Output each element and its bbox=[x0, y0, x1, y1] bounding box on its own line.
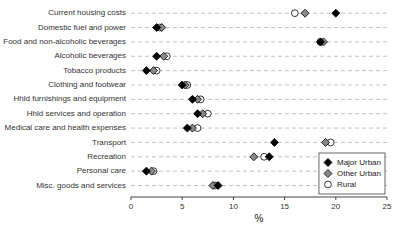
category-label: Misc. goods and services bbox=[36, 181, 126, 190]
point bbox=[332, 9, 340, 17]
legend-label: Other Urban bbox=[337, 169, 381, 178]
point bbox=[142, 67, 150, 75]
tick-label: 25 bbox=[383, 202, 392, 211]
legend-marker bbox=[324, 159, 332, 167]
series bbox=[142, 9, 339, 189]
point bbox=[316, 38, 324, 46]
category-label: Hhld furnishings and equipment bbox=[13, 94, 126, 103]
point bbox=[301, 9, 309, 17]
series bbox=[147, 9, 329, 189]
point bbox=[178, 81, 186, 89]
legend-frame bbox=[319, 153, 385, 194]
data bbox=[142, 9, 339, 189]
legend-label: Rural bbox=[337, 180, 356, 189]
tick bbox=[284, 197, 285, 200]
legend-marker bbox=[325, 181, 332, 188]
tick bbox=[182, 197, 183, 200]
legend-label: Major Urban bbox=[337, 158, 381, 167]
category-label: Hhld services and operation bbox=[27, 109, 126, 118]
point bbox=[142, 167, 150, 175]
grid-line bbox=[131, 84, 387, 85]
grid-line bbox=[131, 128, 387, 129]
series bbox=[150, 10, 334, 189]
chart: Current housing costs Domestic fuel and p… bbox=[0, 0, 397, 227]
grid-line bbox=[131, 113, 387, 114]
tick-label: 0 bbox=[129, 202, 134, 211]
tick-label: 5 bbox=[180, 202, 185, 211]
legend-marker bbox=[324, 170, 332, 178]
point bbox=[153, 52, 161, 60]
point bbox=[291, 10, 298, 17]
grid-line bbox=[131, 41, 387, 42]
background bbox=[0, 0, 397, 227]
category-label: Current housing costs bbox=[48, 8, 126, 17]
grid-line bbox=[131, 142, 387, 143]
point bbox=[265, 153, 273, 161]
point bbox=[183, 124, 191, 132]
tick bbox=[131, 197, 132, 200]
grid bbox=[131, 13, 387, 185]
category-label: Tobacco products bbox=[63, 66, 126, 75]
tick bbox=[233, 197, 234, 200]
tick-label: 15 bbox=[280, 202, 289, 211]
category-label: Recreation bbox=[87, 152, 126, 161]
category-labels: Current housing costs Domestic fuel and p… bbox=[3, 8, 127, 189]
grid-line bbox=[131, 70, 387, 71]
axis-line bbox=[131, 197, 387, 198]
category-label: Alcoholic beverages bbox=[54, 51, 126, 60]
x-axis-label: % bbox=[255, 213, 264, 224]
point bbox=[214, 182, 222, 190]
tick-label: 10 bbox=[229, 202, 238, 211]
category-label: Domestic fuel and power bbox=[38, 23, 126, 32]
category-label: Food and non-alcoholic beverages bbox=[3, 37, 126, 46]
grid-line bbox=[131, 13, 387, 14]
category-label: Personal care bbox=[77, 166, 127, 175]
category-label: Clothing and footwear bbox=[48, 80, 126, 89]
category-label: Medical care and health expenses bbox=[5, 123, 126, 132]
point bbox=[250, 153, 258, 161]
point bbox=[153, 24, 161, 32]
tick bbox=[335, 197, 336, 200]
tick-label: 20 bbox=[331, 202, 340, 211]
category-label: Transport bbox=[92, 138, 127, 147]
legend: Major Urban Other Urban Rural bbox=[319, 153, 385, 194]
grid-line bbox=[131, 99, 387, 100]
point bbox=[188, 95, 196, 103]
x-axis: 0 5 10 15 20 25 bbox=[129, 197, 392, 211]
point bbox=[322, 138, 330, 146]
point bbox=[270, 138, 278, 146]
tick bbox=[387, 197, 388, 200]
grid-line bbox=[131, 27, 387, 28]
point bbox=[194, 110, 202, 118]
